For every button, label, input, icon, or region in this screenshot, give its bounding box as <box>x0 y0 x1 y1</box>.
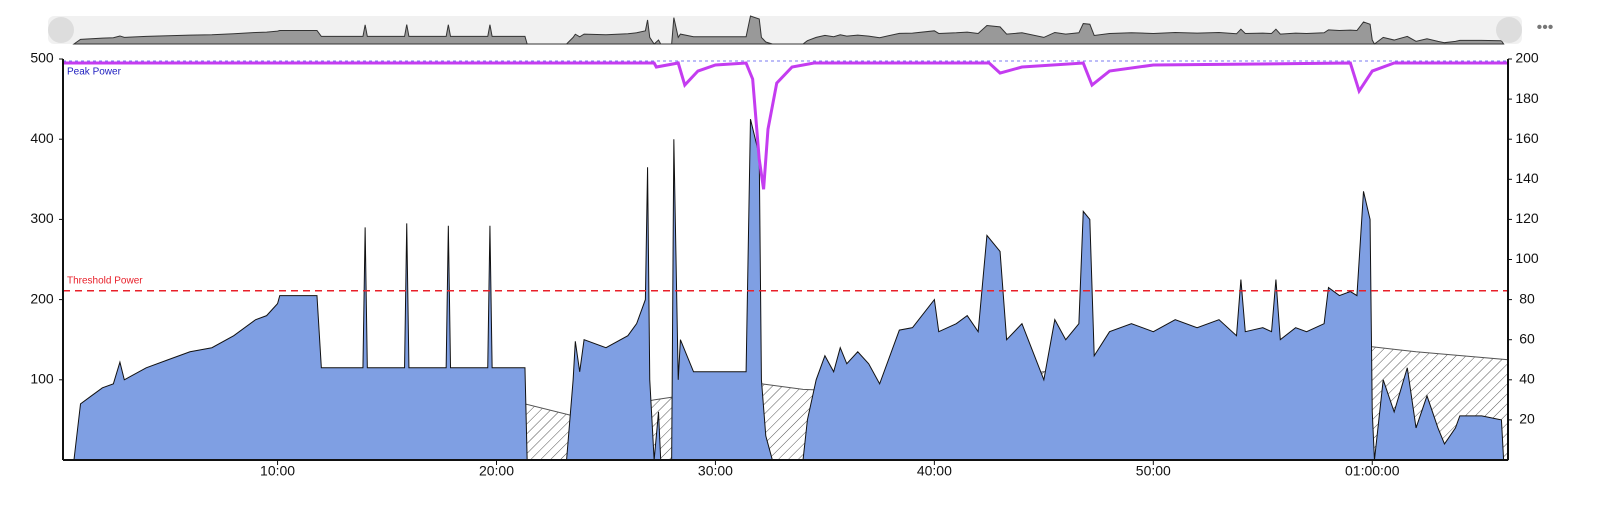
peak-power-line <box>63 61 1508 190</box>
y-tick-label: 500 <box>30 50 54 66</box>
range-handle[interactable] <box>1496 17 1522 43</box>
more-menu[interactable]: ••• <box>1537 19 1554 36</box>
y-tick-label: 300 <box>30 210 54 226</box>
y2-tick-label: 20 <box>1519 411 1535 427</box>
x-tick-label: 50:00 <box>1136 463 1171 479</box>
y-tick-label: 400 <box>30 130 54 146</box>
y2-tick-label: 120 <box>1515 210 1539 226</box>
y2-tick-label: 140 <box>1515 170 1539 186</box>
plot: Peak Power Threshold Power 100 200 300 400 500… <box>30 50 1539 479</box>
y2-tick-label: 160 <box>1515 130 1539 146</box>
x-tick-label: 10:00 <box>260 463 295 479</box>
range-handle[interactable] <box>48 17 74 43</box>
threshold-label: Threshold Power <box>67 275 143 286</box>
y2-tick-label: 60 <box>1519 330 1535 346</box>
overview <box>72 15 1505 45</box>
y2-tick-label: 100 <box>1515 250 1539 266</box>
legend-label: Peak Power <box>67 67 122 78</box>
x-tick-label: 20:00 <box>479 463 514 479</box>
y2-tick-label: 200 <box>1515 50 1539 66</box>
power-area <box>73 119 1505 461</box>
x-tick-label: 30:00 <box>698 463 733 479</box>
overview-area <box>72 15 1505 45</box>
x-tick-label: 40:00 <box>917 463 952 479</box>
y2-tick-label: 40 <box>1519 371 1535 387</box>
y2-tick-label: 80 <box>1519 290 1535 306</box>
y-tick-label: 100 <box>30 371 54 387</box>
y2-tick-label: 180 <box>1515 90 1539 106</box>
x-tick-label: 01:00:00 <box>1345 463 1400 479</box>
y-tick-label: 200 <box>30 290 54 306</box>
